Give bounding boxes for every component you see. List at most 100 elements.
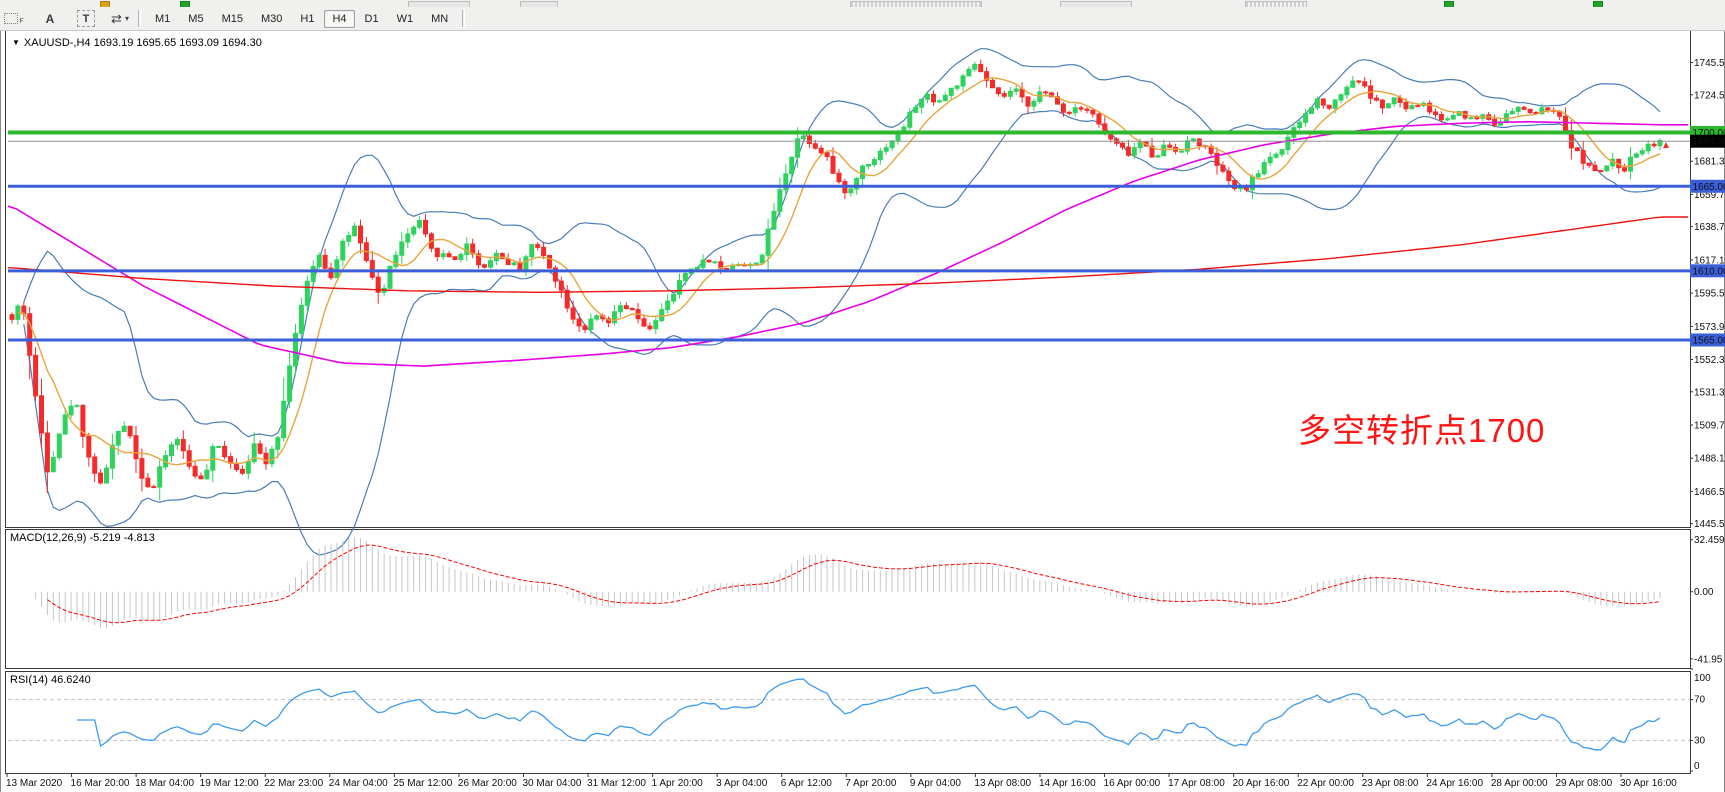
svg-text:24 Apr 16:00: 24 Apr 16:00 bbox=[1426, 778, 1483, 789]
panel-divider[interactable] bbox=[0, 667, 1690, 671]
price-levels bbox=[8, 130, 1690, 342]
chart-symbol-header[interactable]: ▼ XAUUSD-,H4 1693.19 1695.65 1693.09 1694… bbox=[12, 37, 262, 49]
svg-text:32.459: 32.459 bbox=[1694, 535, 1725, 546]
svg-text:1 Apr 20:00: 1 Apr 20:00 bbox=[652, 778, 704, 789]
chart-annotation: 多空转折点1700 bbox=[1298, 412, 1546, 449]
svg-text:1595.50: 1595.50 bbox=[1694, 289, 1725, 300]
text-t-label: T bbox=[82, 12, 90, 25]
svg-text:26 Mar 20:00: 26 Mar 20:00 bbox=[458, 778, 517, 789]
svg-text:70: 70 bbox=[1694, 695, 1706, 706]
macd-histogram bbox=[35, 537, 1661, 628]
toolbar-fragment bbox=[850, 1, 982, 7]
svg-text:18 Mar 04:00: 18 Mar 04:00 bbox=[135, 778, 194, 789]
svg-text:24 Mar 04:00: 24 Mar 04:00 bbox=[329, 778, 388, 789]
toolbar-fragment bbox=[1060, 1, 1132, 7]
panel-divider[interactable] bbox=[0, 526, 1690, 530]
svg-text:1659.70: 1659.70 bbox=[1694, 190, 1725, 201]
clipped-toolbar-strip bbox=[0, 0, 1725, 7]
price-axis: 1745.50 1724.50 1681.30 1659.70 1638.70 1617.… bbox=[1690, 58, 1725, 530]
timeframe-button-W1[interactable]: W1 bbox=[396, 12, 414, 25]
svg-text:1509.70: 1509.70 bbox=[1694, 421, 1725, 432]
svg-text:-41.95: -41.95 bbox=[1694, 654, 1723, 665]
svg-text:31 Mar 12:00: 31 Mar 12:00 bbox=[587, 778, 646, 789]
dropdown-caret-icon: ▾ bbox=[124, 14, 129, 23]
svg-text:16 Apr 00:00: 16 Apr 00:00 bbox=[1104, 778, 1161, 789]
svg-text:3 Apr 04:00: 3 Apr 04:00 bbox=[716, 778, 768, 789]
arrange-arrows-tool-icon[interactable]: ⇄ ▾ bbox=[109, 10, 131, 28]
svg-text:0: 0 bbox=[1694, 761, 1700, 772]
svg-text:1610.00: 1610.00 bbox=[1693, 266, 1725, 277]
svg-text:23 Apr 08:00: 23 Apr 08:00 bbox=[1362, 778, 1419, 789]
svg-text:16 Mar 20:00: 16 Mar 20:00 bbox=[71, 778, 130, 789]
timeframe-button-M5[interactable]: M5 bbox=[188, 12, 204, 25]
rsi-axis: 100 70 30 0 bbox=[1690, 668, 1711, 772]
svg-text:29 Apr 08:00: 29 Apr 08:00 bbox=[1555, 778, 1612, 789]
svg-text:30: 30 bbox=[1694, 735, 1706, 746]
chevron-down-icon: ▼ bbox=[12, 38, 20, 47]
toolbar-fragment bbox=[1444, 1, 1454, 7]
arrows-glyph: ⇄ bbox=[111, 10, 122, 26]
ma-fast-line bbox=[17, 77, 1661, 466]
macd-signal-line bbox=[47, 544, 1661, 624]
timeframe-button-M1[interactable]: M1 bbox=[155, 12, 171, 25]
svg-text:22 Apr 00:00: 22 Apr 00:00 bbox=[1297, 778, 1354, 789]
timeframe-button-M15[interactable]: M15 bbox=[221, 12, 243, 25]
timeframe-button-MN[interactable]: MN bbox=[431, 12, 449, 25]
timeframe-button-H4[interactable]: H4 bbox=[324, 9, 355, 28]
time-axis: 13 Mar 2020 16 Mar 20:00 18 Mar 04:00 19 Ma… bbox=[6, 773, 1677, 789]
svg-text:1488.10: 1488.10 bbox=[1694, 454, 1725, 465]
rsi-indicator-label: RSI(14) 46.6240 bbox=[10, 674, 91, 686]
timeframe-button-D1[interactable]: D1 bbox=[364, 12, 379, 25]
svg-text:6 Apr 12:00: 6 Apr 12:00 bbox=[781, 778, 833, 789]
toolbar-fragment bbox=[1245, 1, 1307, 7]
ma-slow-line bbox=[7, 216, 1688, 293]
svg-text:1617.10: 1617.10 bbox=[1694, 255, 1725, 266]
svg-text:1531.30: 1531.30 bbox=[1694, 387, 1725, 398]
grid-glyph bbox=[4, 13, 19, 24]
svg-text:1565.00: 1565.00 bbox=[1693, 335, 1725, 346]
toolbar-fragment bbox=[100, 1, 110, 7]
timeframe-button-H1[interactable]: H1 bbox=[300, 12, 315, 25]
toolbar-fragment bbox=[1593, 1, 1603, 7]
svg-text:17 Apr 08:00: 17 Apr 08:00 bbox=[1168, 778, 1225, 789]
crosshair-grid-tool-icon[interactable]: F bbox=[3, 10, 25, 28]
svg-text:14 Apr 16:00: 14 Apr 16:00 bbox=[1039, 778, 1096, 789]
svg-text:20 Apr 16:00: 20 Apr 16:00 bbox=[1233, 778, 1290, 789]
svg-text:1573.90: 1573.90 bbox=[1694, 322, 1725, 333]
macd-axis: 32.459 0.00 -41.95 bbox=[1690, 535, 1725, 665]
arrow-label-tool-icon[interactable]: A bbox=[45, 11, 55, 26]
svg-text:1445.50: 1445.50 bbox=[1694, 519, 1725, 530]
svg-text:13 Mar 2020: 13 Mar 2020 bbox=[6, 778, 63, 789]
svg-text:1638.70: 1638.70 bbox=[1694, 222, 1725, 233]
svg-text:7 Apr 20:00: 7 Apr 20:00 bbox=[845, 778, 897, 789]
svg-text:9 Apr 04:00: 9 Apr 04:00 bbox=[910, 778, 962, 789]
svg-text:25 Mar 12:00: 25 Mar 12:00 bbox=[393, 778, 452, 789]
svg-text:22 Mar 23:00: 22 Mar 23:00 bbox=[264, 778, 323, 789]
text-tool-icon[interactable]: T bbox=[77, 10, 95, 27]
price-arrow-marker bbox=[1663, 142, 1669, 148]
svg-text:30 Apr 16:00: 30 Apr 16:00 bbox=[1620, 778, 1677, 789]
toolbar-fragment bbox=[520, 1, 558, 7]
ma-mid-line bbox=[7, 120, 1688, 367]
svg-text:13 Apr 08:00: 13 Apr 08:00 bbox=[974, 778, 1031, 789]
svg-text:1552.30: 1552.30 bbox=[1694, 355, 1725, 366]
macd-indicator-label: MACD(12,26,9) -5.219 -4.813 bbox=[10, 532, 155, 544]
svg-text:1724.50: 1724.50 bbox=[1694, 90, 1725, 101]
toolbar: F A T ⇄ ▾ M1 M5 M15 M30 H1 H4 D1 W1 MN bbox=[0, 0, 1725, 31]
toolbar-fragment bbox=[180, 1, 190, 7]
grid-f-label: F bbox=[19, 18, 24, 25]
toolbar-separator bbox=[138, 10, 141, 27]
svg-text:1745.50: 1745.50 bbox=[1694, 58, 1725, 69]
svg-text:28 Apr 00:00: 28 Apr 00:00 bbox=[1491, 778, 1548, 789]
svg-text:30 Mar 04:00: 30 Mar 04:00 bbox=[522, 778, 581, 789]
rsi-line bbox=[77, 678, 1661, 751]
toolbar-fragment bbox=[408, 1, 470, 7]
timeframe-buttons: M1 M5 M15 M30 H1 H4 D1 W1 MN bbox=[146, 9, 457, 28]
svg-text:1681.30: 1681.30 bbox=[1694, 157, 1725, 168]
svg-text:19 Mar 12:00: 19 Mar 12:00 bbox=[200, 778, 259, 789]
rsi-levels bbox=[8, 699, 1690, 741]
timeframe-button-M30[interactable]: M30 bbox=[260, 12, 283, 25]
svg-text:1694.30: 1694.30 bbox=[1693, 137, 1725, 148]
svg-text:1700.00: 1700.00 bbox=[1693, 128, 1725, 139]
